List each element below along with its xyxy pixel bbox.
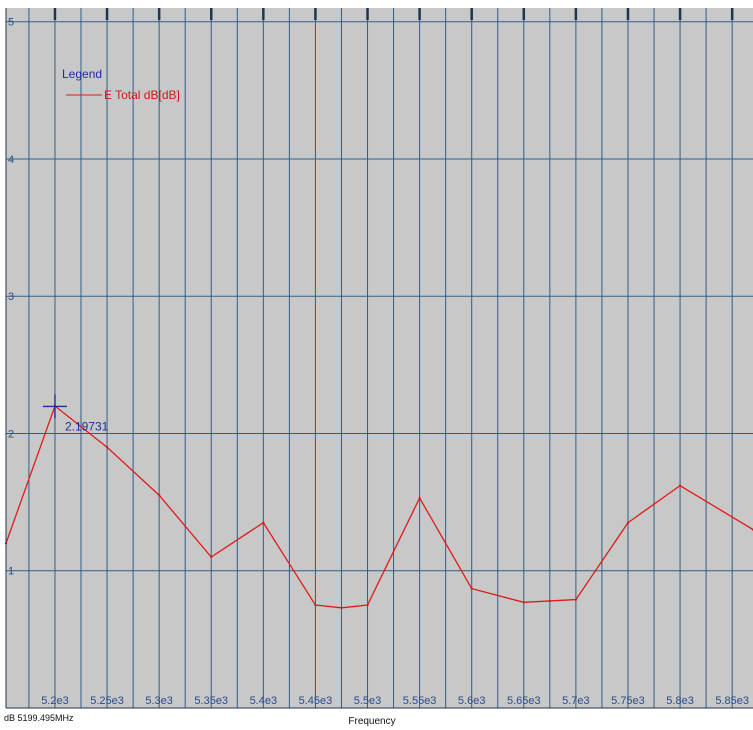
- x-tick-label: 5.7e3: [562, 695, 590, 707]
- data-point: [340, 606, 343, 610]
- grid-layer: [6, 8, 753, 708]
- x-tick-label: 5.55e3: [403, 695, 437, 707]
- data-point: [262, 521, 265, 524]
- marker-label: 2.19731: [65, 419, 109, 433]
- x-tick-label: 5.6e3: [458, 695, 486, 707]
- series-layer: [4, 404, 753, 610]
- legend: Legend E Total dB[dB]: [62, 67, 180, 102]
- data-point: [548, 599, 552, 603]
- y-tick-label: 3: [8, 291, 14, 303]
- data-point: [157, 494, 161, 497]
- x-tick-label: 5.3e3: [145, 695, 173, 707]
- tick-layer: 5.2e3 5.25e3 5.3e3 5.35e3 5.4e3 5.45e3 5.5e3 5.…: [5, 8, 753, 709]
- data-point: [522, 601, 525, 604]
- x-tick-label: 5.75e3: [611, 695, 645, 707]
- data-point: [470, 587, 473, 590]
- legend-series-label: E Total dB[dB]: [104, 88, 180, 102]
- y-tick-label: 5: [8, 17, 14, 29]
- x-tick-label: 5.45e3: [299, 695, 333, 707]
- data-point: [678, 484, 682, 487]
- plot-background: [6, 8, 753, 708]
- data-point: [105, 446, 109, 449]
- status-readout: dB 5199.495MHz: [4, 713, 74, 723]
- x-tick-label: 5.85e3: [715, 695, 749, 707]
- x-axis-label: Frequency: [348, 716, 395, 727]
- marker-layer: 2.19731: [42, 394, 109, 433]
- x-tick-label: 5.8e3: [666, 695, 694, 707]
- x-tick-label: 5.65e3: [507, 695, 541, 707]
- y-tick-label: 1: [8, 566, 14, 578]
- x-tick-label: 5.5e3: [354, 695, 382, 707]
- x-tick-label: 5.25e3: [90, 695, 124, 707]
- data-point: [574, 598, 578, 601]
- data-point: [210, 555, 213, 559]
- x-tick-label: 5.35e3: [194, 695, 228, 707]
- y-tick-label: 4: [8, 154, 14, 166]
- y-tick-label: 2: [8, 428, 14, 440]
- x-tick-label: 5.4e3: [250, 695, 278, 707]
- data-point: [366, 603, 369, 607]
- data-point: [314, 603, 317, 607]
- legend-title: Legend: [62, 67, 102, 81]
- data-point: [626, 521, 630, 524]
- x-tick-label: 5.2e3: [41, 695, 69, 707]
- data-point: [418, 496, 421, 500]
